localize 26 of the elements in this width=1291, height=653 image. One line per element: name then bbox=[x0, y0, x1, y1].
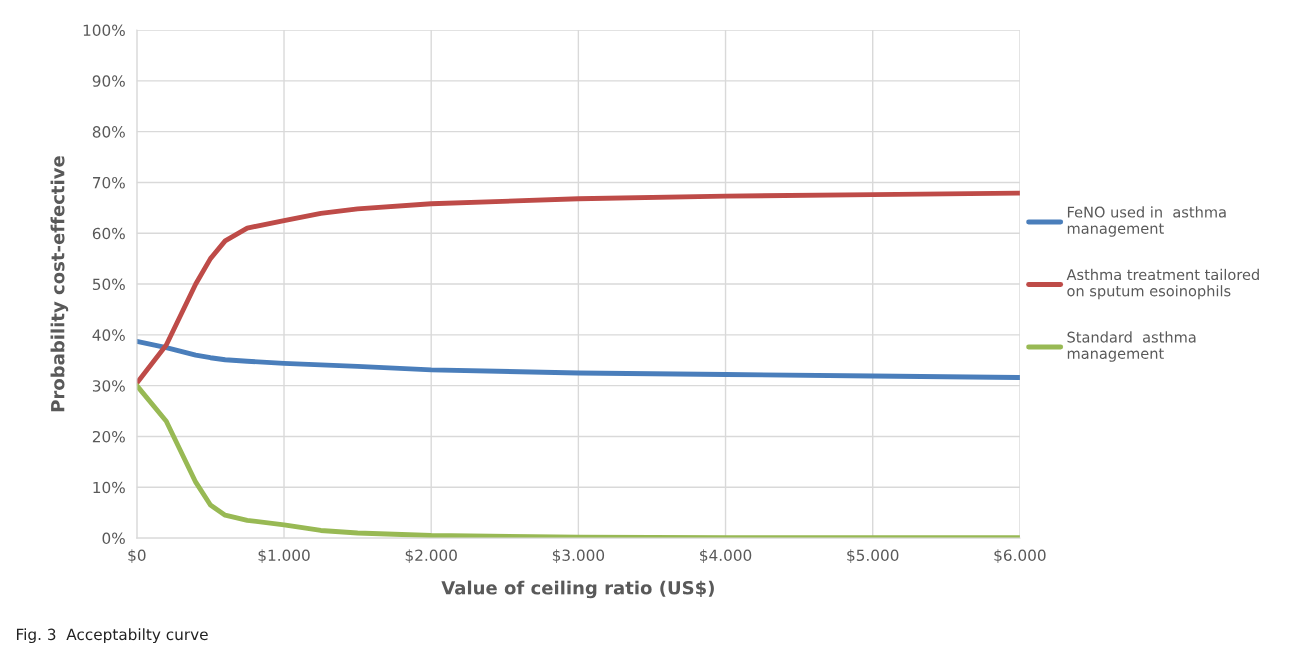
x-tick-label: $4.000 bbox=[700, 549, 752, 564]
x-axis-title: Value of ceiling ratio (US$) bbox=[441, 580, 714, 599]
y-tick-label: 50% bbox=[92, 278, 125, 291]
line-series bbox=[136, 190, 1020, 386]
y-tick-label: 30% bbox=[92, 380, 125, 392]
y-axis-title: Probability cost-effective bbox=[50, 156, 69, 412]
y-tick-label: 70% bbox=[93, 176, 125, 189]
x-tick-label: $6.000 bbox=[994, 549, 1046, 564]
y-tick-label: 0% bbox=[102, 532, 125, 545]
y-tick-label: 40% bbox=[92, 329, 125, 341]
y-tick-label: 90% bbox=[92, 75, 125, 87]
y-tick-label: 80% bbox=[92, 126, 125, 138]
x-tick-label: $1.000 bbox=[258, 549, 310, 564]
y-tick-label: 20% bbox=[92, 430, 125, 443]
x-tick-label: $0 bbox=[128, 549, 146, 564]
legend-label: Standard asthma management bbox=[1067, 331, 1196, 362]
x-tick-label: $3.000 bbox=[552, 549, 605, 564]
legend-label: Asthma treatment tailored on sputum esoinophils bbox=[1066, 268, 1259, 300]
legend-label: FeNO used in asthma management bbox=[1067, 206, 1226, 237]
y-tick-label: 100% bbox=[83, 24, 125, 37]
y-tick-label: 60% bbox=[92, 227, 125, 240]
y-tick-label: 10% bbox=[93, 481, 125, 494]
caption: Fig. 3 Acceptabilty curve bbox=[16, 628, 208, 644]
x-tick-label: $5.000 bbox=[847, 549, 899, 564]
x-tick-label: $2.000 bbox=[405, 549, 457, 564]
line-series bbox=[136, 339, 1020, 380]
